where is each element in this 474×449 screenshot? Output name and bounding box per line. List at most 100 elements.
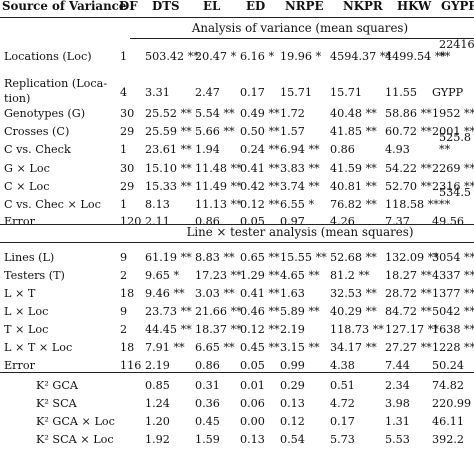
cell-gypp: 5042 **: [432, 305, 474, 318]
cell-gypp: 1952 **: [432, 107, 474, 120]
cell-dts: 1.92: [145, 433, 170, 446]
cell-nrpe: 3.83 **: [280, 162, 320, 175]
cell-hkw: 84.72 **: [385, 305, 432, 318]
cell-gypp: 1638 **: [432, 323, 474, 336]
cell-df: 4: [120, 86, 128, 99]
cell-gypp: 46.11: [432, 415, 465, 428]
cell-source: Lines (L): [4, 251, 55, 264]
cell-nkpr: 40.48 **: [330, 107, 377, 120]
cell-dts: 44.45 **: [145, 323, 192, 336]
cell-source: Crosses (C): [4, 125, 70, 138]
cell-ed: 0.01: [240, 379, 265, 392]
cell-nkpr: 34.17 **: [330, 341, 377, 354]
cell-nkpr: 76.82 **: [330, 198, 377, 211]
cell-source: T × Loc: [4, 323, 49, 336]
cell-dts: 0.85: [145, 379, 170, 392]
anova-row: Replication (Loca-tion) 4 3.31 2.47 0.17 15.7…: [0, 77, 474, 105]
cell-nrpe: 4.65 **: [280, 269, 320, 282]
cell-hkw: 27.27 **: [385, 341, 432, 354]
cell-nkpr: 0.17: [330, 415, 355, 428]
header-df: DF: [119, 0, 138, 13]
cell-hkw: 58.86 **: [385, 107, 432, 120]
header-nrpe: NRPE: [285, 0, 324, 13]
components-row: K² GCA 0.85 0.31 0.01 0.29 0.51 2.34 74.82: [0, 377, 474, 395]
cell-gypp: 1228 **: [432, 341, 474, 354]
cell-hkw: 4.93: [385, 143, 410, 156]
header-source: Source of Variance: [2, 0, 127, 13]
cell-source: Testers (T): [4, 269, 65, 282]
cell-el: 11.48 **: [195, 162, 242, 175]
cell-df: 1: [120, 50, 128, 63]
components-row: K² SCA 1.24 0.36 0.06 0.13 4.72 3.98 220.99: [0, 395, 474, 413]
components-row: K² SCA × Loc 1.92 1.59 0.13 0.54 5.73 5.53 392.…: [0, 431, 474, 449]
cell-nrpe: 15.71: [280, 86, 313, 99]
cell-hkw: 4499.54 **: [385, 50, 447, 63]
cell-ed: 0.24 **: [240, 143, 280, 156]
cell-ed: 0.49 **: [240, 107, 280, 120]
cell-el: 21.66 **: [195, 305, 242, 318]
cell-source: Genotypes (G): [4, 107, 86, 120]
cell-ed: 0.45 **: [240, 341, 280, 354]
cell-nrpe: 1.63: [280, 287, 305, 300]
cell-dts: 23.61 **: [145, 143, 192, 156]
cell-gypp: GYPP: [432, 86, 464, 99]
cell-el: 18.37 **: [195, 323, 242, 336]
cell-ed: 0.46 **: [240, 305, 280, 318]
cell-hkw: 132.09 **: [385, 251, 439, 264]
cell-dts: 15.33 **: [145, 180, 192, 193]
cell-gypp: 525.8 **: [439, 131, 472, 156]
cell-dts: 9.46 **: [145, 287, 185, 300]
header-ed: ED: [246, 0, 266, 13]
header-gypp: GYPP: [441, 0, 474, 13]
cell-gypp: 3054 **: [432, 251, 474, 264]
cell-hkw: 11.55: [385, 86, 418, 99]
cell-ed: 0.06: [240, 397, 265, 410]
cell-dts: 1.20: [145, 415, 170, 428]
header-hkw: HKW: [397, 0, 432, 13]
cell-hkw: 3.98: [385, 397, 410, 410]
cell-nkpr: 0.86: [330, 143, 355, 156]
cell-df: 1: [120, 143, 128, 156]
cell-ed: 0.65 **: [240, 251, 280, 264]
cell-df: 18: [120, 341, 135, 354]
cell-el: 0.86: [195, 359, 220, 372]
cell-ed: 6.16 *: [240, 50, 275, 63]
cell-nkpr: 52.68 **: [330, 251, 377, 264]
cell-hkw: 60.72 **: [385, 125, 432, 138]
cell-dts: 2.19: [145, 359, 170, 372]
cell-hkw: 2.34: [385, 379, 410, 392]
cell-source: L × Loc: [4, 305, 49, 318]
cell-nrpe: 0.12: [280, 415, 305, 428]
cell-dts: 25.59 **: [145, 125, 192, 138]
cell-source: K² SCA: [36, 397, 77, 410]
cell-ed: 0.42 **: [240, 180, 280, 193]
rule-components: [0, 372, 474, 373]
cell-nkpr: 0.51: [330, 379, 355, 392]
cell-nkpr: 40.29 **: [330, 305, 377, 318]
anova-row: C × Loc 29 15.33 ** 11.49 ** 0.42 ** 3.74 ** 4…: [0, 178, 474, 196]
header-dts: DTS: [152, 0, 180, 13]
cell-gypp: 224161 **: [439, 38, 474, 63]
cell-gypp: 392.2: [432, 433, 465, 446]
section-title-anova: Analysis of variance (mean squares): [191, 21, 409, 35]
cell-nrpe: 0.54: [280, 433, 305, 446]
cell-nrpe: 5.89 **: [280, 305, 320, 318]
cell-dts: 25.52 **: [145, 107, 192, 120]
table-header-row: Source of Variance DF DTS EL ED NRPE NKP…: [0, 0, 474, 15]
cell-dts: 503.42 **: [145, 50, 199, 63]
cell-nkpr: 40.81 **: [330, 180, 377, 193]
lxt-row: T × Loc 2 44.45 ** 18.37 ** 0.12 ** 2.19 118.7…: [0, 321, 474, 339]
cell-df: 2: [120, 323, 128, 336]
rule-mid2: [0, 242, 474, 243]
cell-nkpr: 32.53 **: [330, 287, 377, 300]
cell-nrpe: 6.94 **: [280, 143, 320, 156]
cell-el: 11.13 **: [195, 198, 242, 211]
cell-source: C vs. Check: [4, 143, 71, 156]
cell-source: C vs. Chec × Loc: [4, 198, 101, 211]
cell-el: 17.23 **: [195, 269, 242, 282]
cell-df: 9: [120, 305, 128, 318]
cell-gypp: 74.82: [432, 379, 465, 392]
cell-el: 1.59: [195, 433, 220, 446]
anova-row: Crosses (C) 29 25.59 ** 5.66 ** 0.50 ** 1.57 4…: [0, 123, 474, 141]
cell-df: 1: [120, 198, 128, 211]
